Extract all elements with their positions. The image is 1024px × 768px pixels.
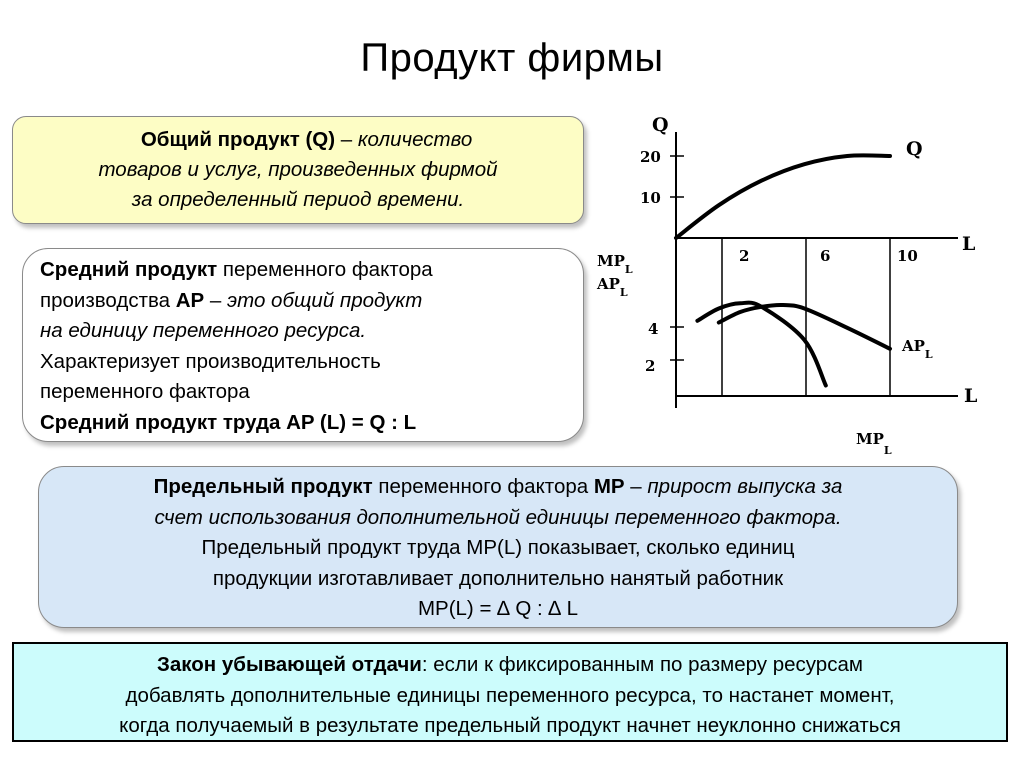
y-tick-label-2: 2 <box>645 357 655 375</box>
total-product-def-1: количество <box>357 128 473 151</box>
average-product-line2-def: это общий продукт <box>227 288 423 312</box>
ap-curve <box>716 302 892 351</box>
average-product-term: Средний продукт <box>40 258 218 281</box>
y-tick-label-4: 4 <box>648 320 658 338</box>
marginal-product-line1-mid: переменного фактора <box>372 475 594 498</box>
average-product-line3: на единицу переменного ресурса. <box>40 319 367 342</box>
law-line1-rest: : если к фиксированным по размеру ресурс… <box>421 653 863 676</box>
total-product-term: Общий продукт (Q) <box>140 128 336 151</box>
top-y-label: Q <box>652 114 669 136</box>
q-curve-label: Q <box>906 138 923 160</box>
total-product-dash: – <box>335 128 358 151</box>
x-tick-label-6: 6 <box>820 247 830 265</box>
average-product-line4: Характеризует производительность <box>40 349 381 373</box>
average-product-line1-rest: переменного фактора <box>217 258 433 281</box>
average-product-formula: Средний продукт труда AP (L) = Q : L <box>40 410 417 434</box>
total-product-def-3: за определенный период времени. <box>131 188 465 211</box>
top-x-label: L <box>962 233 975 255</box>
mp-curve <box>695 300 828 388</box>
x-tick-label-10: 10 <box>897 247 918 265</box>
law-term: Закон убывающей отдачи <box>157 653 422 676</box>
marginal-product-line4: продукции изготавливает дополнительно на… <box>212 566 784 590</box>
average-product-line5: переменного фактора <box>40 380 250 403</box>
mp-curve-label: MPL <box>856 430 892 457</box>
bottom-x-label: L <box>964 385 977 407</box>
law-line2: добавлять дополнительные единицы перемен… <box>125 683 895 707</box>
ap-curve-label: APL <box>901 337 933 361</box>
total-product-def-2: товаров и услуг, произведенных фирмой <box>98 158 498 181</box>
average-product-line2-start: производства <box>40 288 176 312</box>
marginal-product-line2: счет использования дополнительной единиц… <box>154 505 842 529</box>
average-product-box: Средний продукт переменного фактора прои… <box>22 248 584 442</box>
marginal-product-term: Предельный продукт <box>153 475 373 498</box>
y-tick-label-10: 10 <box>640 189 661 207</box>
marginal-product-line1-dash: – <box>624 475 648 498</box>
y-tick-label-20: 20 <box>640 148 661 166</box>
law-line3: когда получаемый в результате предельный… <box>119 714 901 737</box>
marginal-product-line1-def: прирост выпуска за <box>647 475 843 498</box>
total-product-box: Общий продукт (Q) – количество товаров и… <box>12 116 584 224</box>
q-curve <box>674 153 892 240</box>
law-box: Закон убывающей отдачи: если к фиксирова… <box>12 642 1008 742</box>
marginal-product-mp: MP <box>593 475 625 498</box>
average-product-ap: AP <box>175 288 205 312</box>
bottom-y-label-ap: APL <box>596 275 628 299</box>
average-product-line2-dash: – <box>204 288 228 312</box>
marginal-product-box: Предельный продукт переменного фактора M… <box>38 466 958 628</box>
page-title: Продукт фирмы <box>360 36 664 80</box>
marginal-product-line3: Предельный продукт труда MP(L) показывае… <box>201 536 795 559</box>
bottom-y-label-mp: MPL <box>597 252 633 276</box>
marginal-product-formula: MP(L) = ∆ Q : ∆ L <box>417 597 579 620</box>
x-tick-label-2: 2 <box>739 247 749 265</box>
